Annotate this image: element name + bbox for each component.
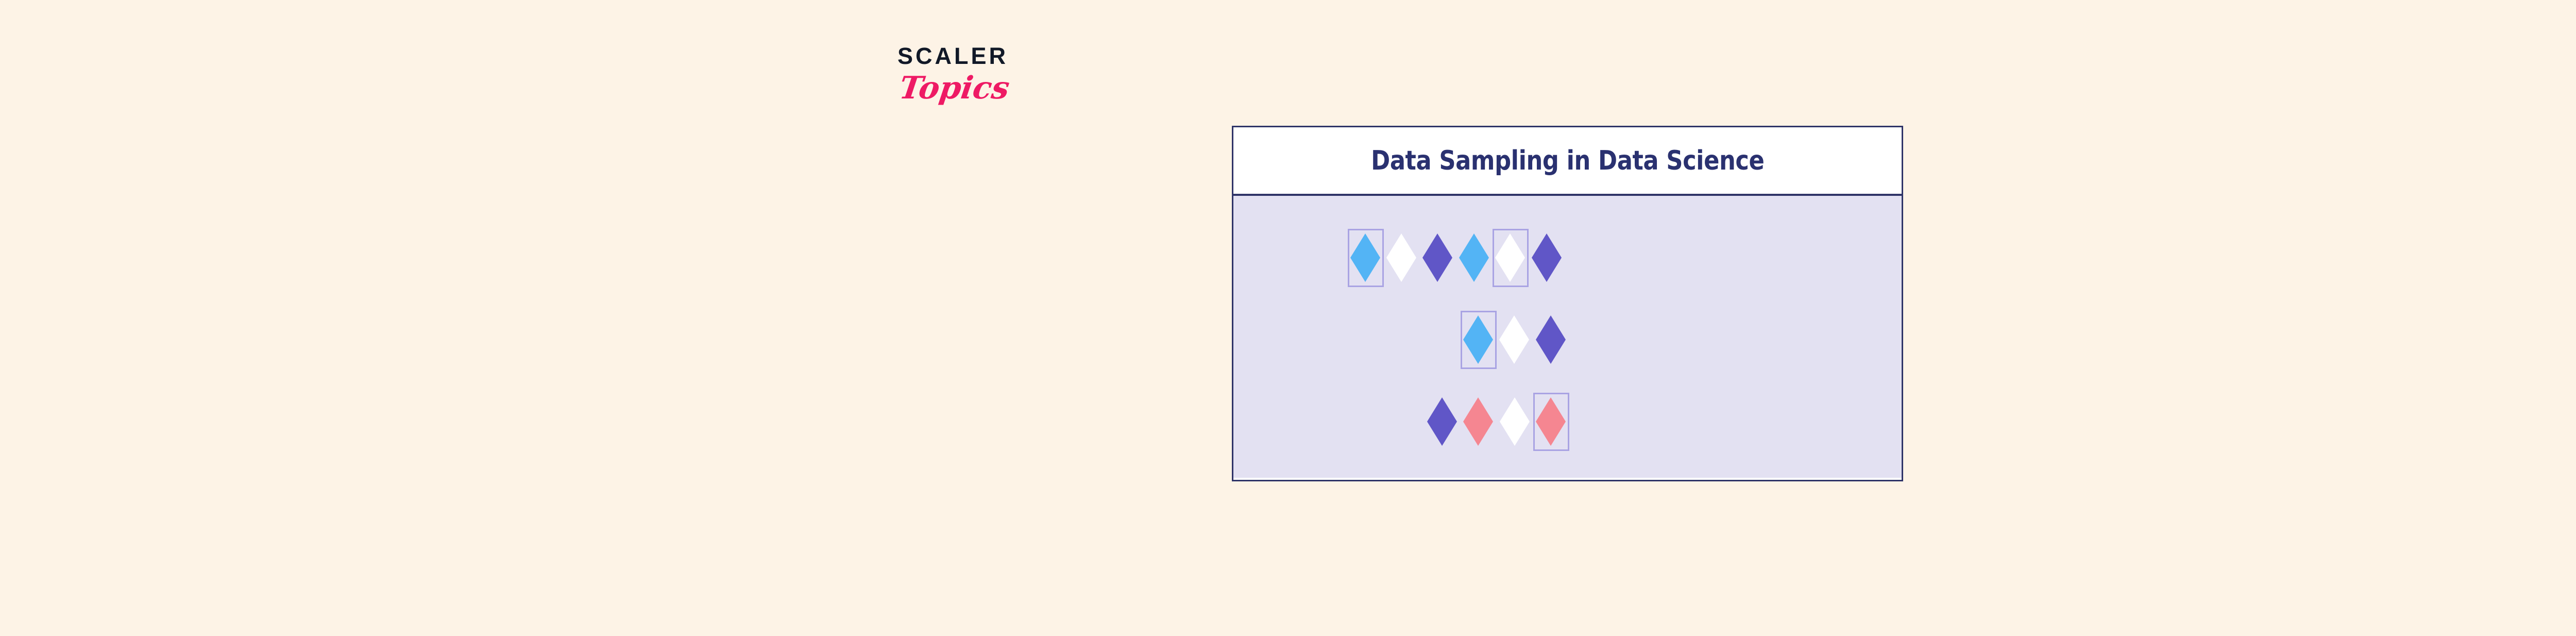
diamond-icon [1536,315,1566,364]
diamond-icon [1459,233,1489,282]
diamond-marker-purple[interactable] [1536,315,1566,364]
diamond-marker-blue-sampled[interactable] [1350,233,1380,282]
diamond-marker-white[interactable] [1500,397,1530,446]
brand-script-wordmark: Topics [897,70,1012,106]
diamond-marker-blue[interactable] [1459,233,1489,282]
diamond-icon [1495,233,1525,282]
diamond-marker-blue-sampled[interactable] [1463,315,1493,364]
diamond-icon [1532,233,1562,282]
diamond-marker-pink[interactable] [1463,397,1493,446]
diamond-marker-purple[interactable] [1532,233,1562,282]
diamond-icon [1427,397,1457,446]
figure-title-bar: Data Sampling in Data Science [1233,127,1902,196]
diamond-icon [1463,315,1493,364]
diamond-icon [1463,397,1493,446]
diamond-marker-purple[interactable] [1427,397,1457,446]
diamond-marker-pink-sampled[interactable] [1536,397,1566,446]
scaler-topics-logo: SCALER Topics [897,44,1067,114]
diamond-marker-white[interactable] [1499,315,1529,364]
figure-title: Data Sampling in Data Science [1370,145,1765,176]
brand-wordmark: SCALER [897,43,1009,69]
diamond-icon [1386,233,1416,282]
diamond-marker-white-sampled[interactable] [1495,233,1525,282]
diamond-icon [1350,233,1380,282]
diamond-icon [1536,397,1566,446]
diamond-marker-purple[interactable] [1422,233,1452,282]
diagram-canvas [1233,196,1902,478]
diamond-marker-white[interactable] [1386,233,1416,282]
figure-frame: Data Sampling in Data Science [1232,126,1903,481]
diamond-icon [1422,233,1452,282]
diamond-icon [1500,397,1530,446]
diamond-icon [1499,315,1529,364]
